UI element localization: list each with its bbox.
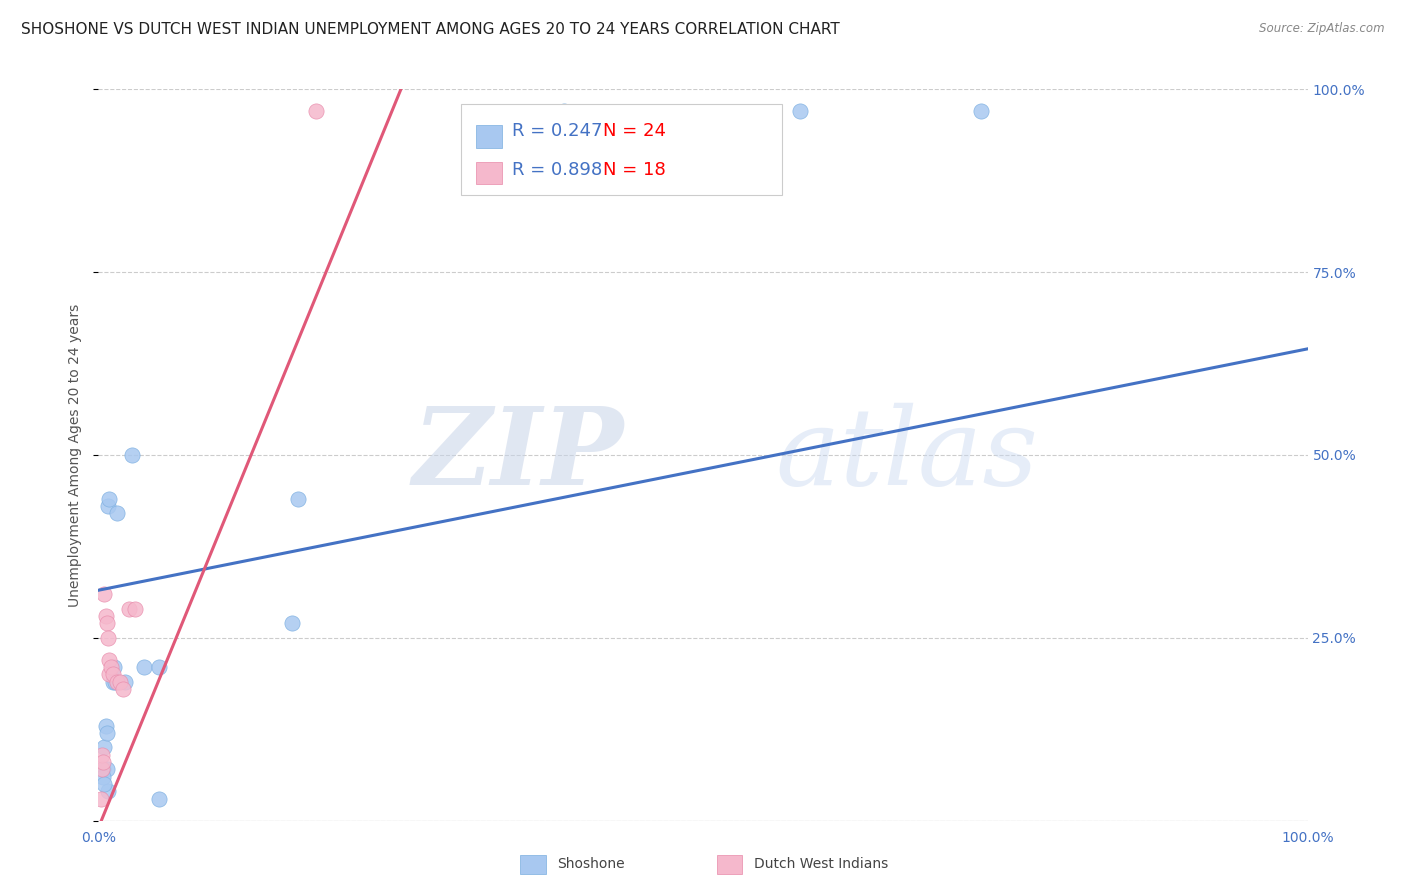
Point (281, 616, 304, 631)
Point (111, 681, 134, 696)
Text: Dutch West Indians: Dutch West Indians (754, 857, 887, 871)
Point (96, 763, 118, 777)
Point (91, 755, 114, 769)
Text: Shoshone: Shoshone (557, 857, 624, 871)
Point (114, 674, 136, 689)
Point (94, 718, 117, 732)
Point (104, 674, 127, 689)
Point (97, 784, 120, 798)
Point (101, 667, 124, 681)
Point (105, 674, 128, 689)
FancyBboxPatch shape (475, 161, 502, 185)
Text: ZIP: ZIP (413, 402, 624, 508)
Text: atlas: atlas (776, 402, 1039, 508)
Point (553, 104, 575, 119)
Point (93, 587, 115, 601)
Point (789, 104, 811, 119)
FancyBboxPatch shape (461, 103, 782, 195)
Point (305, 104, 328, 119)
Point (93, 777, 115, 791)
Point (91, 770, 114, 784)
Point (287, 491, 309, 506)
Point (96, 726, 118, 740)
Point (970, 104, 993, 119)
Point (94, 608, 117, 623)
Text: N = 24: N = 24 (603, 122, 665, 140)
Point (97, 631, 120, 645)
Point (98, 653, 121, 667)
Point (90, 791, 112, 805)
Point (148, 660, 170, 674)
Point (97, 499, 120, 513)
Y-axis label: Unemployment Among Ages 20 to 24 years: Unemployment Among Ages 20 to 24 years (69, 303, 83, 607)
Point (108, 674, 131, 689)
Text: Source: ZipAtlas.com: Source: ZipAtlas.com (1260, 22, 1385, 36)
Point (91, 763, 114, 777)
Point (98, 491, 121, 506)
Point (101, 674, 124, 689)
Point (96, 616, 118, 631)
Point (121, 448, 143, 462)
Text: SHOSHONE VS DUTCH WEST INDIAN UNEMPLOYMENT AMONG AGES 20 TO 24 YEARS CORRELATION: SHOSHONE VS DUTCH WEST INDIAN UNEMPLOYME… (21, 22, 839, 37)
Point (118, 601, 141, 615)
Text: R = 0.898: R = 0.898 (512, 161, 602, 178)
Text: N = 18: N = 18 (603, 161, 665, 178)
Point (124, 601, 146, 615)
Point (91, 763, 114, 777)
Point (134, 660, 156, 674)
Point (100, 660, 122, 674)
Point (103, 660, 125, 674)
Point (98, 667, 121, 681)
Point (148, 791, 170, 805)
Point (93, 740, 115, 755)
Point (105, 507, 128, 521)
FancyBboxPatch shape (475, 125, 502, 148)
Text: R = 0.247: R = 0.247 (512, 122, 602, 140)
Point (91, 747, 114, 762)
